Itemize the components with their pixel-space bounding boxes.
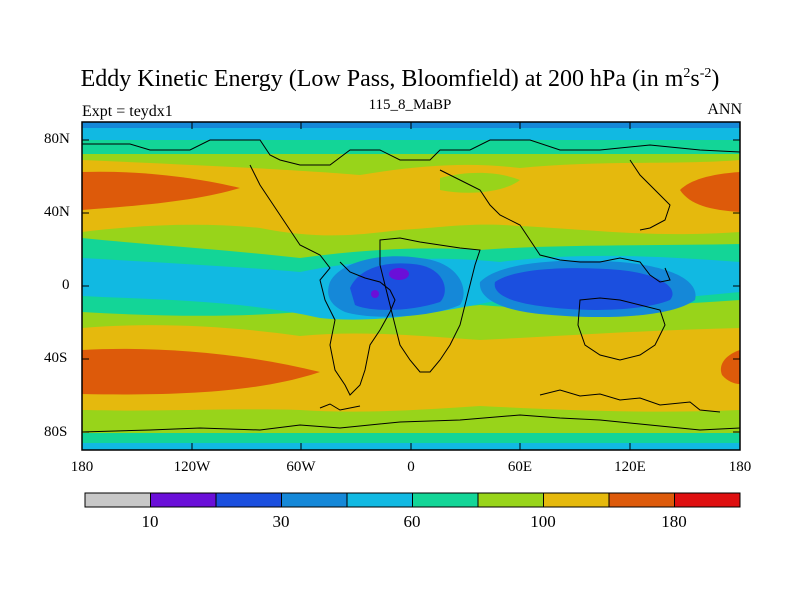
case-label: 115_8_MaBP <box>368 97 452 113</box>
field-atlantic-core-2 <box>371 290 379 298</box>
lon-label-120e: 120E <box>614 459 646 475</box>
lat-label-80n: 80N <box>44 131 70 147</box>
lon-label-0: 0 <box>407 459 415 475</box>
field-indo-pacific-min <box>494 268 673 310</box>
map-ticks <box>81 122 741 450</box>
lat-label-eq: 0 <box>62 277 70 293</box>
lat-label-80s: 80S <box>44 424 68 440</box>
colorbar-swatch <box>215 492 282 508</box>
colorbar-label: 180 <box>661 512 687 531</box>
lat-label-40s: 40S <box>44 350 68 366</box>
field-nh-gap <box>440 172 520 193</box>
lon-label-180e: 180 <box>728 459 752 475</box>
colorbar-swatch <box>346 492 413 508</box>
field-north-band <box>82 140 740 154</box>
colorbar-label: 60 <box>403 512 421 531</box>
colorbar-label: 30 <box>272 512 290 531</box>
colorbar-swatch <box>281 492 348 508</box>
field-nh-jet <box>82 160 740 236</box>
contour-field <box>82 122 740 450</box>
colorbar-swatch <box>608 492 675 508</box>
lat-label-40n: 40N <box>44 204 70 220</box>
field-sh-jet <box>82 325 740 412</box>
field-nh-pacific-max-east <box>680 172 740 212</box>
colorbar-swatch <box>674 492 741 508</box>
colorbar-swatch <box>84 492 151 508</box>
lon-label-60w: 60W <box>286 459 316 475</box>
field-atlantic-core <box>389 268 409 280</box>
period-label: ANN <box>707 101 742 118</box>
field-sh-max-west <box>82 348 320 395</box>
colorbar-label: 10 <box>141 512 159 531</box>
colorbar-swatch <box>477 492 544 508</box>
experiment-label: Expt = teydx1 <box>82 103 173 120</box>
lon-label-180w: 180 <box>70 459 94 475</box>
lon-label-120w: 120W <box>173 459 211 475</box>
plot-title: Eddy Kinetic Energy (Low Pass, Bloomfiel… <box>80 66 720 92</box>
colorbar-swatch <box>543 492 610 508</box>
field-nh-pacific-max <box>82 171 240 210</box>
colorbar <box>84 492 741 508</box>
continent-outlines <box>82 139 740 433</box>
colorbar-swatch <box>412 492 479 508</box>
lon-label-60e: 60E <box>507 459 533 475</box>
colorbar-swatch <box>150 492 217 508</box>
field-atlantic-min <box>350 263 445 310</box>
colorbar-label: 100 <box>530 512 556 531</box>
